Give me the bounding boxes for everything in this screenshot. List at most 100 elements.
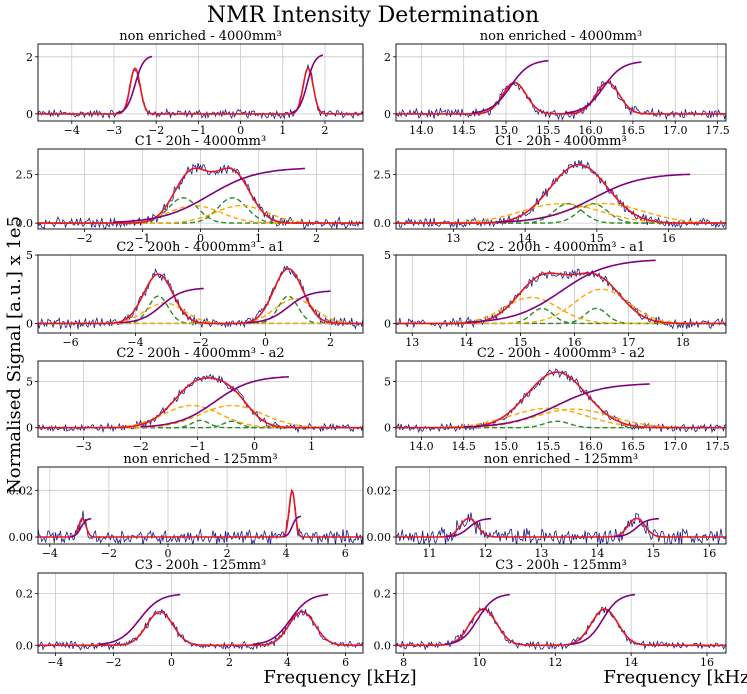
raw-signal-series [38,373,363,434]
integral-series [496,173,691,224]
x-tick-label: 0 [165,547,172,560]
x-tick-label: 0 [197,232,204,245]
integral-series [446,517,492,538]
y-tick-label: 0 [26,108,33,121]
x-tick-label: 12 [548,656,562,669]
axes-frame [395,43,727,122]
x-tick-label: 13 [405,336,419,349]
x-tick-label: 16.5 [621,124,646,137]
y-tick-label: 0 [26,317,33,330]
fit-total-series [396,81,726,115]
subplot-title: C1 - 20h - 4000mm³ [495,134,626,149]
subplot-1: −4 −3 −2 −1 0 1 2 0 2 non enriched - 4000mm³ [26,29,364,137]
integral-series [118,55,153,114]
plot-area [396,59,726,121]
raw-signal-series [396,606,726,651]
fit-total-series [38,167,363,224]
subplot-8: 14.0 14.5 15.0 15.5 16.0 16.5 17.0 17.5 0 5 C2 - 2… [384,346,730,453]
y-tick-label: 0.2 [16,588,34,601]
x-tick-label: 10 [472,656,486,669]
x-tick-label: 4 [283,547,290,560]
subplot-2: 14.0 14.5 15.0 15.5 16.0 16.5 17.0 17.5 0 2 non en… [384,29,730,137]
x-tick-label: 16 [700,656,714,669]
y-tick-label: 0.02 [367,484,392,497]
x-tick-label: 15.0 [494,440,519,453]
y-tick-label: 0.00 [367,531,392,544]
subplot-title: non enriched - 4000mm³ [119,29,281,44]
orange-component-series [396,408,726,429]
x-tick-label: 1 [255,232,262,245]
subplot-5: −6 −4 −2 0 2 0 5 C2 - 200h - 4000mm³ - a1 [26,240,364,349]
x-tick-label: −2 [133,440,149,453]
raw-signal-series [396,368,726,434]
fit-total-series [396,371,726,429]
subplot-7: −3 −2 −1 0 1 0 5 C2 - 200h - 4000mm³ - a2 [26,346,364,453]
integral-series [291,54,324,114]
x-tick-label: 17.0 [663,124,688,137]
x-tick-label: −2 [192,336,208,349]
subplot-9: −4 −2 0 2 4 6 0.00 0.02 non enriched - 125mm³ [9,452,364,560]
orange-component-series [38,404,363,429]
x-tick-label: 16.0 [578,124,603,137]
plot-area [38,54,363,120]
x-tick-label: −3 [106,124,122,137]
x-tick-label: −4 [42,547,58,560]
integral-series [613,517,659,538]
plot-area [38,265,363,330]
y-tick-label: 5 [384,249,391,262]
x-tick-label: 4 [284,656,291,669]
x-tick-label: −2 [76,232,92,245]
plot-area [38,163,363,229]
x-tick-label: 15 [590,232,604,245]
axes-frame [395,360,727,438]
fit-total-series [396,608,726,647]
x-tick-label: 16.0 [578,440,603,453]
axes-frame [37,466,364,545]
x-tick-label: 8 [400,656,407,669]
raw-signal-series [396,160,726,229]
x-tick-label: −1 [190,440,206,453]
raw-signal-series [396,512,726,544]
y-tick-label: 2.5 [374,168,392,181]
fit-total-series [38,488,363,538]
raw-signal-series [38,491,363,544]
x-tick-label: 0 [168,656,175,669]
orange-component-series [38,404,363,429]
x-tick-label: 11 [423,547,437,560]
fit-total-series [396,272,726,325]
integral-series [570,593,636,646]
x-tick-label: 14.5 [451,440,476,453]
fit-total-series [38,377,363,429]
x-tick-label: 14 [459,336,473,349]
y-tick-label: 0.00 [9,531,34,544]
fit-total-series [396,517,726,538]
plot-area [396,512,726,544]
y-tick-label: 0 [26,422,33,435]
plot-area [396,259,726,330]
y-tick-label: 5 [26,249,33,262]
y-tick-label: 0.0 [374,639,392,652]
x-tick-label: 2 [313,232,320,245]
x-tick-label: 1 [279,124,286,137]
y-tick-label: 0 [384,108,391,121]
plot-area [38,373,363,434]
x-tick-label: −4 [47,656,63,669]
integral-series [472,59,549,114]
x-tick-label: 14 [518,232,532,245]
integral-series [70,517,92,538]
x-tick-label: 18 [676,336,690,349]
y-tick-label: 5 [384,375,391,388]
subplot-11: −4 −2 0 2 4 6 0.0 0.2 C3 - 200h - 125mm³ [16,558,364,669]
x-tick-label: 2 [322,124,329,137]
x-tick-label: 12 [478,547,492,560]
axes-frame [395,254,727,334]
x-tick-label: 14.0 [409,124,434,137]
x-tick-label: 2 [226,656,233,669]
x-tick-label: 15 [513,336,527,349]
subplot-title: C2 - 200h - 4000mm³ - a1 [477,240,645,255]
subplot-title: C3 - 200h - 125mm³ [135,558,266,573]
x-tick-label: 15.0 [494,124,519,137]
